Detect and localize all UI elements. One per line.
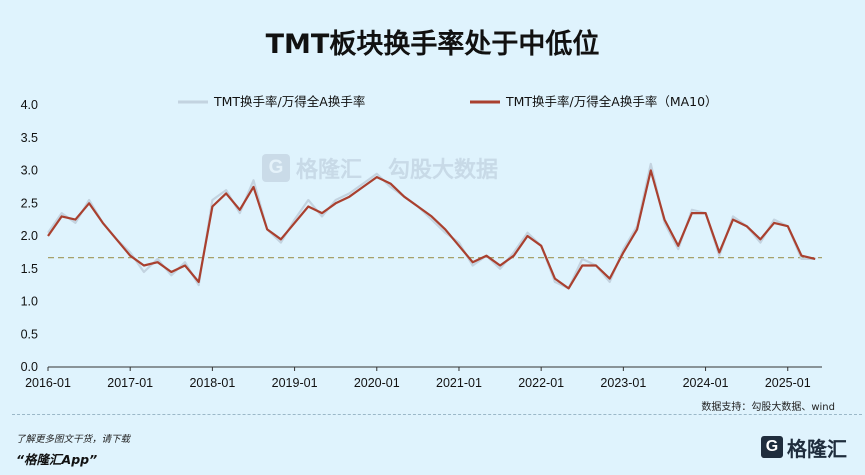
x-tick-label: 2016-01 — [25, 376, 71, 390]
logo-text: 格隆汇 — [787, 436, 847, 461]
x-tick-label: 2024-01 — [683, 376, 729, 390]
series-group — [47, 162, 816, 290]
line-chart: TMT换手率/万得全A换手率 TMT换手率/万得全A换手率（MA10） 0.00… — [21, 94, 822, 390]
series-line-ma10 — [47, 169, 816, 290]
x-tick-label: 2019-01 — [272, 376, 318, 390]
x-tick-label: 2025-01 — [765, 376, 811, 390]
x-tick-label: 2023-01 — [600, 376, 646, 390]
chart-legend: TMT换手率/万得全A换手率 TMT换手率/万得全A换手率（MA10） — [178, 94, 718, 109]
y-tick-label: 3.5 — [21, 131, 38, 145]
promo-text: 了解更多图文干货，请下载 — [16, 434, 131, 445]
y-tick-label: 0.0 — [21, 360, 38, 374]
footer-divider — [12, 414, 862, 415]
x-tick-label: 2022-01 — [518, 376, 564, 390]
promo-app-name: “格隆汇App” — [16, 452, 98, 467]
x-tick-label: 2020-01 — [354, 376, 400, 390]
chart-title: TMT板块换手率处于中低位 — [265, 29, 600, 60]
x-tick-label: 2017-01 — [107, 376, 153, 390]
y-tick-label: 4.0 — [21, 98, 38, 112]
watermark: G 格隆汇 勾股大数据 — [262, 148, 498, 188]
logo-icon: G — [761, 436, 783, 458]
y-tick-label: 2.0 — [21, 229, 38, 243]
y-tick-label: 1.5 — [21, 262, 38, 276]
watermark-brand: 格隆汇 — [296, 158, 363, 183]
brand-logo: G 格隆汇 — [761, 434, 847, 461]
legend-label-ma: TMT换手率/万得全A换手率（MA10） — [505, 94, 718, 109]
x-tick-label: 2021-01 — [436, 376, 482, 390]
watermark-logo-icon: G — [262, 154, 290, 182]
series-line-raw — [47, 162, 816, 290]
legend-label-raw: TMT换手率/万得全A换手率 — [213, 94, 365, 109]
watermark-brand-2: 勾股大数据 — [388, 158, 499, 183]
y-tick-label: 0.5 — [21, 327, 38, 341]
x-tick-label: 2018-01 — [189, 376, 235, 390]
data-source: 数据支持：勾股大数据、wind — [701, 402, 835, 413]
y-tick-label: 3.0 — [21, 164, 38, 178]
y-tick-label: 1.0 — [21, 295, 38, 309]
chart-axes: 0.0 0.5 1.0 1.5 2.0 2.5 3.0 3.5 4.0 2016-01 2017-0… — [21, 98, 822, 390]
y-tick-label: 2.5 — [21, 196, 38, 210]
